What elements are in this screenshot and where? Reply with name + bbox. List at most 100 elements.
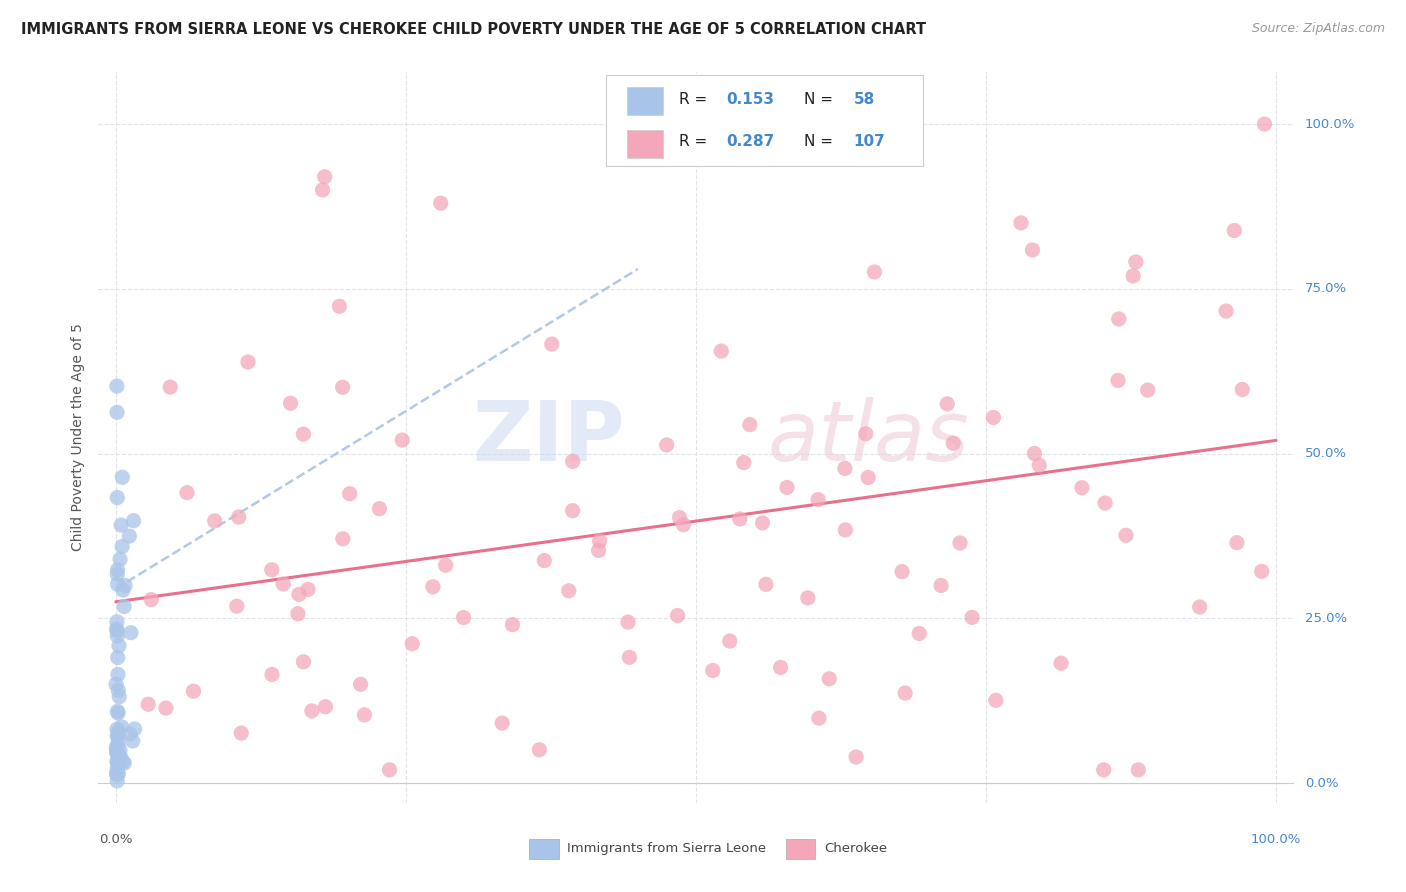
- Point: [1010, 216, 1032, 230]
- Point: [617, 615, 640, 629]
- Point: [588, 533, 610, 548]
- Point: [936, 397, 959, 411]
- Text: atlas: atlas: [768, 397, 969, 477]
- Text: 0.153: 0.153: [725, 92, 773, 107]
- Point: [776, 480, 799, 494]
- Point: [121, 734, 143, 748]
- Point: [107, 756, 129, 771]
- Point: [107, 683, 129, 698]
- Point: [260, 563, 283, 577]
- Point: [558, 583, 581, 598]
- Point: [349, 677, 371, 691]
- Point: [105, 622, 128, 636]
- Point: [105, 773, 128, 788]
- Point: [834, 461, 856, 475]
- Point: [301, 704, 323, 718]
- Point: [755, 577, 778, 591]
- Point: [666, 608, 689, 623]
- Point: [107, 756, 129, 770]
- FancyBboxPatch shape: [606, 75, 922, 167]
- Point: [1215, 304, 1237, 318]
- Point: [136, 698, 159, 712]
- Text: 25.0%: 25.0%: [1305, 612, 1347, 624]
- Point: [1021, 243, 1043, 257]
- Text: Source: ZipAtlas.com: Source: ZipAtlas.com: [1251, 22, 1385, 36]
- Point: [105, 746, 128, 760]
- Point: [434, 558, 457, 573]
- Point: [718, 634, 741, 648]
- Point: [1253, 117, 1275, 131]
- Point: [733, 456, 755, 470]
- Point: [908, 626, 931, 640]
- FancyBboxPatch shape: [627, 87, 662, 115]
- Point: [108, 690, 131, 704]
- Point: [107, 728, 129, 742]
- Point: [111, 720, 134, 734]
- Point: [111, 583, 134, 598]
- Point: [105, 740, 128, 755]
- Point: [122, 514, 145, 528]
- Point: [105, 739, 128, 753]
- Point: [949, 536, 972, 550]
- Point: [236, 355, 259, 369]
- Point: [110, 750, 132, 764]
- Point: [1223, 223, 1246, 237]
- Point: [672, 517, 695, 532]
- Point: [983, 410, 1005, 425]
- Point: [107, 704, 129, 718]
- Text: ZIP: ZIP: [472, 397, 624, 477]
- Point: [1226, 535, 1249, 549]
- Point: [292, 655, 315, 669]
- Point: [105, 567, 128, 582]
- Point: [314, 699, 336, 714]
- Text: 100.0%: 100.0%: [1251, 833, 1302, 847]
- Point: [107, 706, 129, 720]
- Point: [107, 725, 129, 739]
- Text: R =: R =: [679, 134, 713, 149]
- Point: [960, 610, 983, 624]
- Point: [271, 577, 294, 591]
- Point: [588, 543, 610, 558]
- Point: [107, 729, 129, 743]
- Text: 0.287: 0.287: [725, 134, 775, 149]
- Point: [728, 512, 751, 526]
- Point: [107, 577, 129, 591]
- Text: 58: 58: [853, 92, 875, 107]
- Point: [894, 686, 917, 700]
- Text: 100.0%: 100.0%: [1305, 118, 1355, 130]
- Point: [533, 553, 555, 567]
- Point: [105, 405, 128, 419]
- Text: N =: N =: [804, 92, 838, 107]
- Point: [353, 707, 375, 722]
- Point: [107, 736, 129, 750]
- Point: [105, 615, 128, 629]
- Point: [1050, 656, 1073, 670]
- Point: [540, 337, 562, 351]
- Point: [863, 265, 886, 279]
- Point: [107, 667, 129, 681]
- Point: [105, 766, 128, 780]
- Point: [176, 485, 198, 500]
- Point: [984, 693, 1007, 707]
- Point: [818, 672, 841, 686]
- Point: [561, 454, 583, 468]
- Point: [292, 427, 315, 442]
- Point: [769, 660, 792, 674]
- Text: N =: N =: [804, 134, 838, 149]
- Text: 0.0%: 0.0%: [1305, 777, 1339, 789]
- Point: [1115, 528, 1137, 542]
- Point: [1071, 481, 1094, 495]
- Point: [105, 491, 128, 505]
- Point: [105, 629, 128, 643]
- Point: [1028, 458, 1050, 472]
- Point: [228, 510, 250, 524]
- Point: [105, 744, 128, 758]
- Point: [655, 438, 678, 452]
- Point: [845, 750, 868, 764]
- Point: [368, 501, 391, 516]
- Y-axis label: Child Poverty Under the Age of 5: Child Poverty Under the Age of 5: [70, 323, 84, 551]
- Point: [1122, 268, 1144, 283]
- Point: [105, 729, 128, 743]
- Point: [105, 722, 128, 736]
- Point: [332, 532, 354, 546]
